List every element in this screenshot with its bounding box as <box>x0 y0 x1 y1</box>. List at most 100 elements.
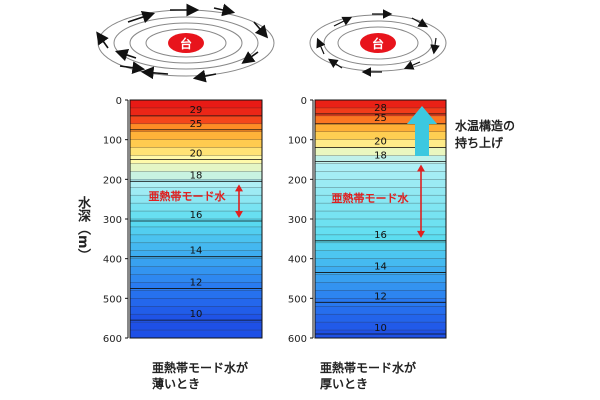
temperature-band <box>130 242 262 252</box>
depth-tick-label: 400 <box>103 255 122 266</box>
isotherm-label: 29 <box>190 105 203 116</box>
temperature-band <box>130 330 262 339</box>
isotherm-label: 10 <box>374 323 387 334</box>
temperature-band <box>130 123 262 133</box>
temperature-band <box>315 147 446 156</box>
temperature-band <box>315 139 446 148</box>
temperature-band <box>315 163 446 172</box>
temperature-band <box>130 107 262 117</box>
caption-right: 亜熱帯モード水が 厚いとき <box>320 360 416 392</box>
temperature-band <box>130 179 262 188</box>
depth-tick-label: 600 <box>288 334 307 345</box>
depth-tick-label: 500 <box>103 294 122 305</box>
column-frame <box>129 99 263 339</box>
depth-tick-label: 200 <box>103 175 122 186</box>
isotherm-label: 14 <box>190 246 203 257</box>
depth-tick-label: 600 <box>103 334 122 345</box>
isotherm-label: 25 <box>374 113 387 124</box>
isotherm-label: 18 <box>190 170 203 181</box>
uplift-annotation-line1: 水温構造の <box>455 119 516 133</box>
caption-right-line1: 亜熱帯モード水が <box>320 361 417 375</box>
caption-left-line1: 亜熱帯モード水が <box>152 361 249 375</box>
depth-tick-label: 300 <box>288 215 307 226</box>
depth-tick-label: 400 <box>288 255 307 266</box>
temperature-band <box>315 100 446 109</box>
temperature-band <box>130 100 262 109</box>
temperature-band <box>130 219 262 228</box>
temperature-band <box>315 219 446 228</box>
mode-water-thickness-arrow-left <box>235 184 243 218</box>
isotherm-label: 18 <box>374 150 387 161</box>
depth-axis: 0 100 200 300 400 500 600 0 100 200 300 400 500 600 <box>103 96 314 345</box>
typhoon-symbol: 台 <box>180 36 192 51</box>
depth-tick-label: 0 <box>301 96 307 107</box>
caption-left-line2: 薄いとき <box>152 377 201 391</box>
typhoon-right: 台 <box>309 9 447 77</box>
temperature-band <box>315 171 446 180</box>
caption-right-line2: 厚いとき <box>320 377 369 391</box>
temperature-band <box>315 195 446 204</box>
temperature-band <box>130 234 262 244</box>
temperature-band <box>315 179 446 188</box>
depth-tick-label: 300 <box>103 215 122 226</box>
depth-tick-label: 0 <box>116 96 122 107</box>
temperature-band <box>315 290 446 299</box>
temperature-band <box>315 123 446 133</box>
temperature-band <box>130 115 262 125</box>
temperature-band <box>315 258 446 267</box>
temperature-band <box>315 250 446 259</box>
temperature-band <box>130 226 262 236</box>
temperature-band <box>130 314 262 323</box>
isotherm-label: 20 <box>374 137 387 148</box>
temperature-band <box>130 131 262 140</box>
temperature-band <box>315 322 446 331</box>
isotherm-label: 10 <box>190 309 203 320</box>
temperature-band <box>315 203 446 212</box>
temperature-band <box>130 322 262 331</box>
temperature-band <box>130 171 262 180</box>
temperature-band <box>130 250 262 259</box>
temperature-band <box>315 226 446 236</box>
temperature-band <box>130 187 262 196</box>
caption-left: 亜熱帯モード水が 薄いとき <box>152 360 248 392</box>
mode-water-label-right: 亜熱帯モード水 <box>332 191 410 205</box>
isotherm-label: 20 <box>190 149 203 160</box>
temperature-band <box>315 234 446 244</box>
depth-tick-label: 100 <box>288 136 307 147</box>
temperature-band <box>130 282 262 291</box>
isotherm-label: 14 <box>374 262 387 273</box>
temperature-band <box>315 211 446 220</box>
uplift-arrow-icon <box>407 106 437 156</box>
temperature-band <box>315 314 446 323</box>
temperature-band <box>315 115 446 125</box>
isotherm-label: 16 <box>374 230 387 241</box>
wind-arrows <box>96 3 269 83</box>
mode-water-label-left: 亜熱帯モード水 <box>149 189 227 203</box>
depth-tick-label: 200 <box>288 175 307 186</box>
temperature-band <box>315 282 446 291</box>
typhoon-left: 台 <box>96 3 275 83</box>
temperature-band <box>130 211 262 220</box>
temperature-band <box>130 274 262 283</box>
temperature-band <box>315 187 446 196</box>
temperature-band <box>130 195 262 204</box>
temperature-band <box>315 242 446 252</box>
column-frame <box>314 99 447 339</box>
typhoon-symbol: 台 <box>372 36 384 51</box>
temperature-band <box>130 306 262 315</box>
isotherm-label: 25 <box>190 119 203 130</box>
temperature-band <box>315 266 446 275</box>
temperature-band <box>130 290 262 299</box>
temperature-band <box>130 203 262 212</box>
temperature-band <box>130 139 262 148</box>
isotherm-label: 28 <box>374 103 387 114</box>
uplift-annotation: 水温構造の 持ち上げ <box>455 118 515 152</box>
temperature-band <box>315 274 446 283</box>
temperature-band <box>130 258 262 267</box>
temperature-column-left: 29 25 20 18 16 14 12 10 <box>129 99 263 339</box>
temperature-band <box>130 147 262 156</box>
mode-water-thickness-arrow-right <box>417 164 425 238</box>
isotherm-label: 12 <box>374 291 387 302</box>
